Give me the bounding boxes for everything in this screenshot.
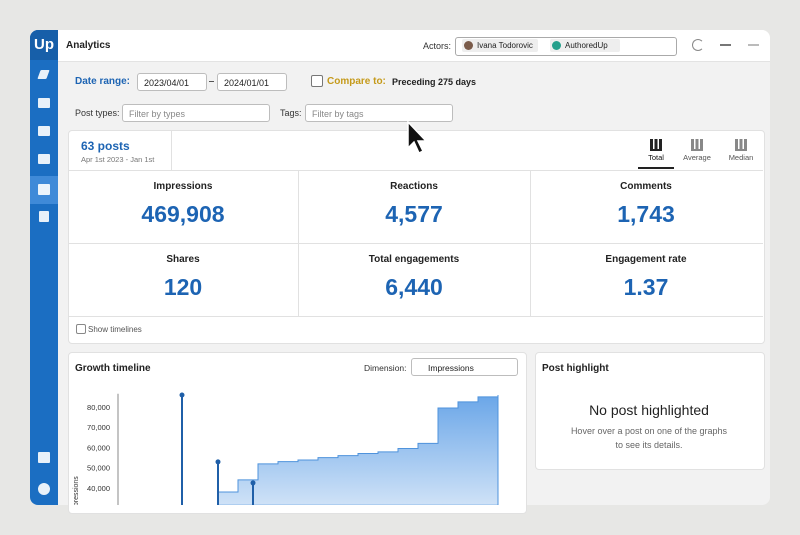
y-tick-label: 60,000 xyxy=(87,443,110,452)
forward-button[interactable] xyxy=(748,44,759,46)
view-tab-icon xyxy=(735,139,747,151)
growth-title: Growth timeline xyxy=(75,363,151,374)
period: Apr 1st 2023 - Jan 1st xyxy=(81,155,155,164)
active-tab-underline xyxy=(638,167,674,169)
post-types-label: Post types: xyxy=(75,108,120,118)
view-tab-icon xyxy=(650,139,662,151)
metric-value: 6,440 xyxy=(385,274,443,300)
dimension-select[interactable]: Impressions xyxy=(411,358,518,376)
metric-value: 120 xyxy=(163,274,203,300)
end-date[interactable]: 2024/01/01 xyxy=(217,73,287,91)
page-title: Analytics xyxy=(66,40,111,51)
date-range-label: Date range: xyxy=(75,76,131,87)
compare-value: Preceding 275 days xyxy=(392,77,477,87)
metric-label: Reactions xyxy=(390,181,438,192)
start-date[interactable]: 2023/04/01 xyxy=(137,73,207,91)
empty-text: to see its details. xyxy=(615,440,683,450)
metric-value: 4,577 xyxy=(385,201,443,227)
refresh-button[interactable] xyxy=(692,39,704,51)
sidebar xyxy=(30,30,58,505)
metric-value: 469,908 xyxy=(141,201,225,227)
profile-icon[interactable] xyxy=(38,483,50,495)
avatar xyxy=(464,41,473,50)
divider xyxy=(69,170,763,171)
metric-label: Shares xyxy=(166,254,200,265)
actor-chip[interactable]: AuthoredUp xyxy=(550,39,620,52)
range-dash xyxy=(209,81,214,82)
metric-label: Comments xyxy=(620,181,672,192)
mouse-cursor xyxy=(407,120,428,155)
view-tab-icon xyxy=(691,139,703,151)
y-tick-label: 40,000 xyxy=(87,484,110,493)
view-tab[interactable]: Median xyxy=(728,153,754,162)
analytics-icon xyxy=(38,184,50,195)
show-timelines-checkbox[interactable] xyxy=(76,324,86,334)
compare-checkbox[interactable] xyxy=(311,75,323,87)
empty-title: No post highlighted xyxy=(589,402,709,418)
y-tick-label: 70,000 xyxy=(87,423,110,432)
y-tick-label: 80,000 xyxy=(87,403,110,412)
calendar-icon[interactable] xyxy=(38,126,50,136)
view-tab[interactable]: Total xyxy=(648,153,664,162)
feed-icon[interactable] xyxy=(38,98,50,108)
post-highlight-title: Post highlight xyxy=(542,363,609,374)
help-icon[interactable] xyxy=(38,452,50,463)
stem-dot xyxy=(179,392,185,398)
view-tab[interactable]: Average xyxy=(683,153,711,162)
divider xyxy=(171,131,172,170)
actors-label: Actors: xyxy=(423,41,452,51)
tags-select[interactable]: Filter by tags xyxy=(305,104,453,122)
stem-dot xyxy=(215,459,221,465)
bookmark-icon[interactable] xyxy=(39,211,49,222)
summary-card xyxy=(68,130,765,344)
compare-label: Compare to: xyxy=(327,76,386,87)
empty-text: Hover over a post on one of the graphs xyxy=(570,426,728,436)
divider xyxy=(69,243,763,244)
post-types-select[interactable]: Filter by types xyxy=(122,104,270,122)
avatar xyxy=(552,41,561,50)
metric-value: 1,743 xyxy=(617,201,675,227)
logo[interactable]: Up xyxy=(30,30,58,60)
back-button[interactable] xyxy=(720,44,731,46)
show-timelines-label: Show timelines xyxy=(88,325,142,334)
post-highlight-card xyxy=(535,352,765,470)
stem-dot xyxy=(250,480,256,486)
growth-chart: 40,000 50,000 60,000 70,000 80,000 Impression… xyxy=(73,392,499,505)
metric-label: Impressions xyxy=(153,181,213,192)
actor-chip[interactable]: Ivana Todorovic xyxy=(462,39,538,52)
area xyxy=(217,395,499,505)
tags-label: Tags: xyxy=(280,108,302,118)
dimension-label: Dimension: xyxy=(364,363,407,373)
divider xyxy=(69,316,763,317)
metric-label: Engagement rate xyxy=(605,254,687,265)
y-tick-label: 50,000 xyxy=(87,464,110,473)
metric-value: 1.37 xyxy=(623,274,669,300)
post-count: 63 posts xyxy=(81,139,130,153)
library-icon[interactable] xyxy=(38,154,50,164)
metric-label: Total engagements xyxy=(368,254,460,265)
y-axis-label: Impressions xyxy=(73,476,80,505)
